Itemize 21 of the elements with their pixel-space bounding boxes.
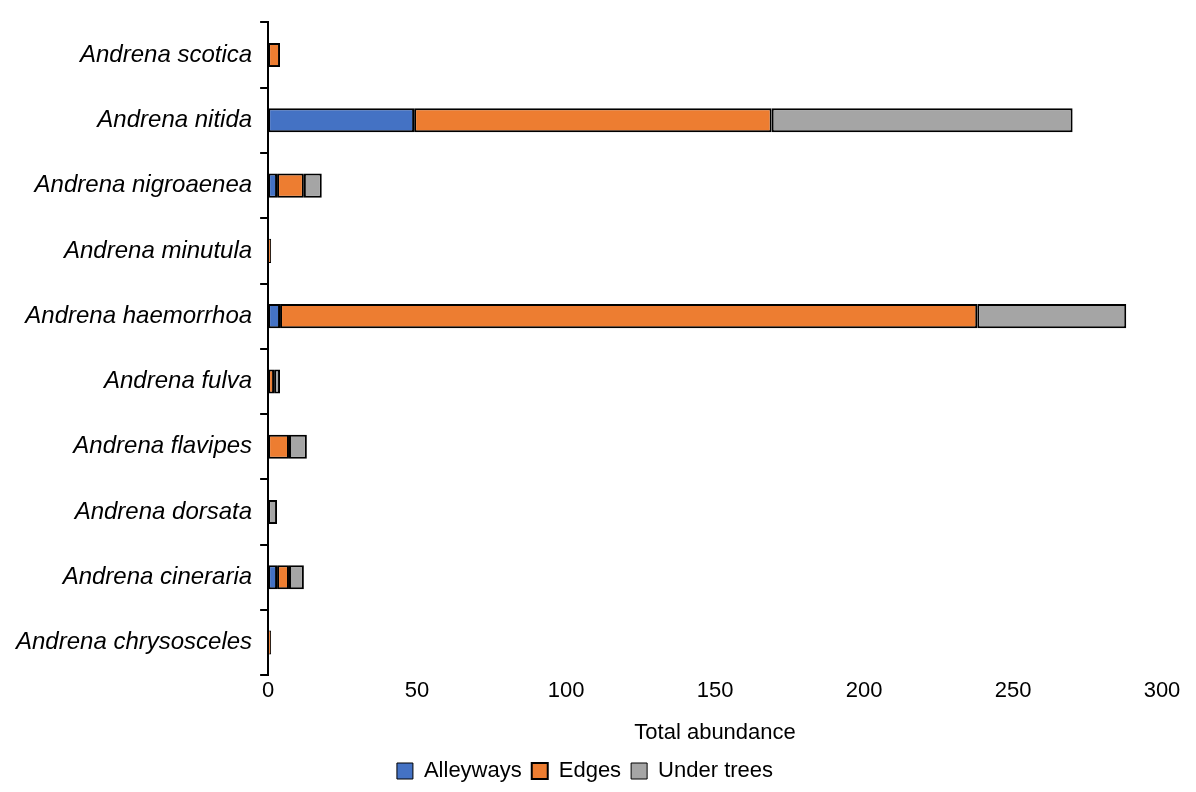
y-tick-label: Andrena nitida — [95, 104, 253, 132]
legend-label: Under trees — [658, 757, 774, 783]
legend-label: Alleyways — [423, 757, 522, 783]
x-tick-label: 200 — [845, 677, 883, 703]
x-tick-label: 50 — [404, 677, 430, 703]
legend-label: Edges — [558, 757, 622, 783]
y-tick-label: Andrena minutula — [62, 235, 253, 263]
y-tick-label: Andrena scotica — [78, 39, 253, 67]
y-tick-label: Andrena flavipes — [71, 431, 253, 459]
y-tick-label: Andrena cineraria — [60, 561, 253, 589]
y-tick-label: Andrena haemorrhoa — [23, 300, 253, 328]
x-tick-label: 300 — [1143, 677, 1181, 703]
y-tick-label: Andrena nigroaenea — [32, 170, 253, 198]
y-tick-label: Andrena dorsata — [72, 496, 253, 524]
x-tick-label: 0 — [262, 677, 275, 703]
x-tick-label: 150 — [696, 677, 734, 703]
x-tick-label: 250 — [994, 677, 1032, 703]
x-axis-title: Total abundance — [634, 718, 796, 744]
x-tick-label: 100 — [547, 677, 585, 703]
y-tick-label: Andrena chrysosceles — [14, 627, 253, 655]
y-tick-label: Andrena fulva — [102, 366, 253, 394]
